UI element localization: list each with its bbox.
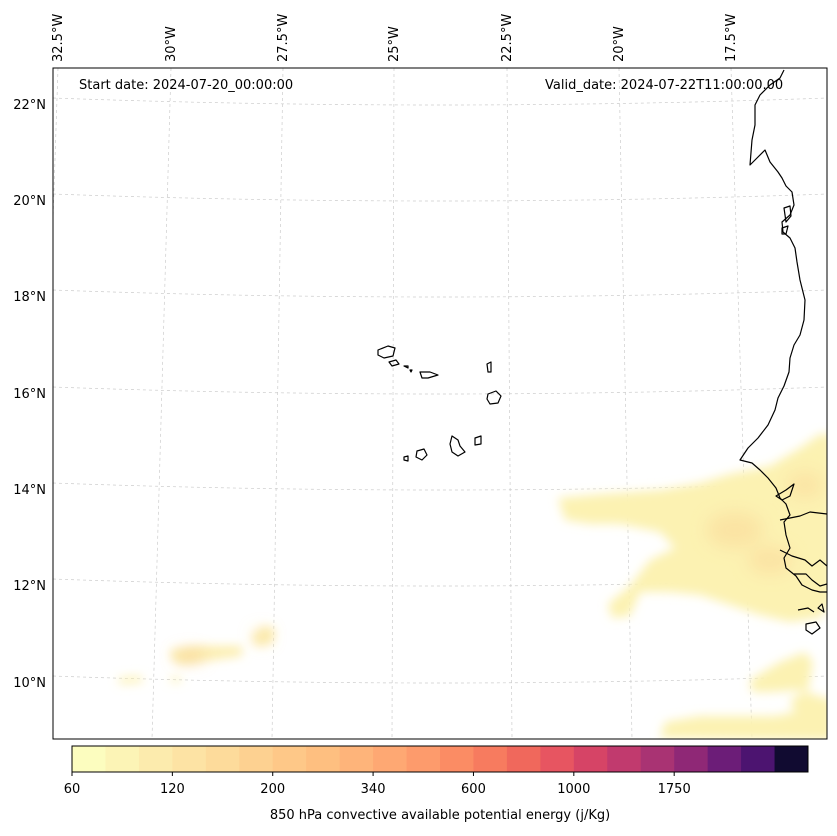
parallel-line <box>53 289 827 298</box>
parallel-line <box>53 97 827 106</box>
colorbar-segment <box>105 746 140 772</box>
gridlines <box>53 68 827 739</box>
meridian-line <box>730 68 753 739</box>
colorbar-tick-label: 1000 <box>557 782 591 797</box>
lon-tick-label: 25°W <box>387 26 402 62</box>
cape-field <box>118 434 827 739</box>
colorbar <box>71 745 809 773</box>
colorbar-tick-label: 1750 <box>657 782 691 797</box>
colorbar-segment <box>674 746 709 772</box>
colorbar-segment <box>707 746 742 772</box>
guinea-bissau-coast <box>779 549 827 635</box>
colorbar-segment <box>640 746 675 772</box>
colorbar-tick-label: 120 <box>159 782 185 797</box>
colorbar-segment <box>774 746 809 772</box>
parallel-line <box>53 578 827 587</box>
africa-coastline <box>739 69 827 593</box>
lon-tick-label: 20°W <box>612 26 627 62</box>
colorbar-segment <box>573 746 608 772</box>
lon-tick-label: 17.5°W <box>724 13 739 62</box>
meridian-line <box>271 68 284 739</box>
colorbar-segment <box>205 746 240 772</box>
colorbar-segment <box>72 746 106 772</box>
lat-tick-label: 18°N <box>13 290 46 305</box>
colorbar-segment <box>607 746 642 772</box>
colorbar-segment <box>741 746 776 772</box>
lon-tick-label: 30°W <box>164 26 179 62</box>
parallel-line <box>53 386 827 395</box>
colorbar-segment <box>138 746 173 772</box>
colorbar-segment <box>506 746 541 772</box>
cape-verde-maio <box>474 435 482 446</box>
colorbar-tick-label: 60 <box>63 782 81 797</box>
meridian-line <box>391 68 395 739</box>
cape-verde-sao-nicolau <box>419 371 439 379</box>
colorbar-frame <box>71 745 809 773</box>
meridian-line <box>506 68 513 739</box>
colorbar-tick-label: 340 <box>360 782 386 797</box>
colorbar-segment <box>306 746 341 772</box>
lat-tick-label: 14°N <box>13 483 46 498</box>
colorbar-segment <box>339 746 374 772</box>
start-date-label: Start date: 2024-07-20_00:00:00 <box>79 78 294 93</box>
lat-tick-label: 20°N <box>13 194 46 209</box>
lat-tick-label: 16°N <box>13 387 46 402</box>
cape-verde-boa-vista <box>486 390 502 405</box>
cape-verde-fogo <box>415 448 428 461</box>
meridian-line <box>53 68 59 232</box>
lat-tick-label: 12°N <box>13 579 46 594</box>
parallel-line <box>53 193 827 202</box>
colorbar-segment <box>272 746 307 772</box>
meridian-line <box>618 68 633 739</box>
cape-verde-sao-vicente <box>388 359 400 367</box>
lon-tick-label: 32.5°W <box>51 13 66 62</box>
cape-small-4 <box>170 677 182 682</box>
colorbar-segment <box>540 746 575 772</box>
cape-region-south <box>660 652 827 739</box>
colorbar-title: 850 hPa convective available potential e… <box>269 808 611 823</box>
canary-fuerteventura <box>781 205 792 235</box>
meridian-line <box>151 68 172 739</box>
colorbar-tick-label: 600 <box>461 782 486 797</box>
parallel-line <box>53 675 827 684</box>
cape-verde-brava <box>403 455 409 462</box>
lon-tick-label: 27.5°W <box>276 13 291 62</box>
valid-date-label: Valid_date: 2024-07-22T11:00:00.00 <box>545 78 784 93</box>
colorbar-segment <box>172 746 207 772</box>
colorbar-segment <box>373 746 408 772</box>
colorbar-segment <box>406 746 441 772</box>
colorbar-ticks <box>71 772 675 776</box>
lat-tick-label: 10°N <box>13 676 46 691</box>
colorbar-segment <box>239 746 274 772</box>
cape-verde-santo-antao <box>377 345 396 359</box>
cape-region-east <box>558 434 827 622</box>
cape-small-3 <box>118 676 144 684</box>
colorbar-segment <box>440 746 474 772</box>
cape-verde-santiago <box>449 435 466 457</box>
lat-tick-label: 22°N <box>13 98 46 113</box>
cape-verde-sal <box>486 361 492 373</box>
colorbar-segment <box>473 746 508 772</box>
coastlines <box>377 69 827 635</box>
parallel-line <box>53 482 827 491</box>
gambia-coast <box>775 483 827 521</box>
colorbar-tick-label: 200 <box>260 782 286 797</box>
cape-verde-santa-luzia <box>403 365 413 373</box>
map-frame <box>52 67 828 740</box>
lon-tick-label: 22.5°W <box>500 13 515 62</box>
